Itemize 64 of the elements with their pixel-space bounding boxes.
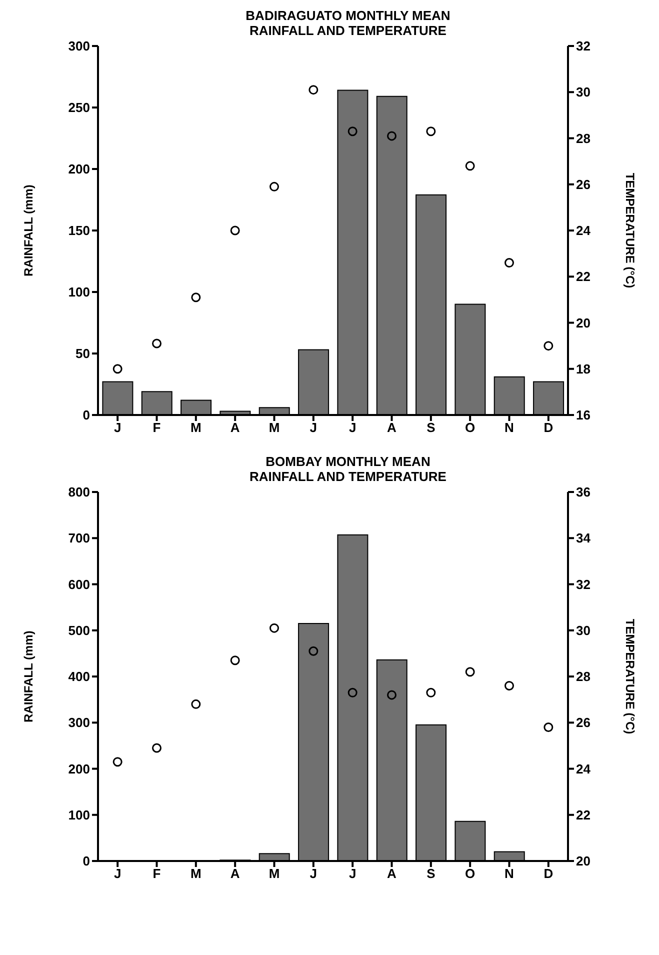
y2-tick-label: 26 [576,715,590,730]
x-tick-label: F [152,420,161,436]
x-tick-label: O [465,420,476,436]
y-tick-label: 250 [68,100,90,116]
y-tick-label: 300 [68,38,90,54]
y-tick-label: 0 [82,408,90,423]
x-tick-label: M [190,866,202,882]
y2-tick-label: 28 [576,669,590,684]
y2-tick-label: 32 [576,38,590,54]
y2-tick-label: 32 [576,576,590,592]
x-tick-label: O [465,866,476,882]
y-tick-label: 700 [68,530,90,546]
y2-tick-label: 18 [576,361,590,376]
y2-tick-label: 30 [576,84,590,100]
y2-axis-title: TEMPERATURE (°C) [622,618,637,734]
x-tick-label: F [152,866,161,882]
x-tick-label: S [426,866,436,882]
x-tick-label: J [114,866,122,882]
y-tick-label: 150 [68,223,90,238]
y-tick-label: 500 [68,622,90,638]
y2-tick-label: 22 [576,807,590,822]
x-tick-label: J [310,420,318,436]
x-tick-label: N [504,866,514,882]
y-tick-label: 100 [68,284,90,300]
y-tick-label: 800 [68,484,90,500]
x-tick-label: J [310,866,318,882]
y2-tick-label: 34 [576,530,592,546]
y-tick-label: 200 [68,761,90,776]
y2-tick-label: 20 [576,854,590,869]
x-tick-label: S [426,420,436,436]
x-tick-label: M [190,420,202,436]
x-tick-label: M [268,866,280,882]
chart-title: BOMBAY MONTHLY MEAN RAINFALL AND TEMPERATURE [248,454,448,484]
chart-title: BADIRAGUATO MONTHLY MEAN RAINFALL AND TEMPERATURE [244,8,452,38]
x-tick-label: J [348,420,356,436]
y2-axis-title: TEMPERATURE (°C) [622,172,637,288]
y2-tick-label: 28 [576,130,590,146]
y-axis-title: RAINFALL (mm) [21,184,36,276]
y2-tick-label: 26 [576,176,590,192]
y-tick-label: 50 [76,346,90,362]
y-tick-label: 0 [82,854,90,869]
x-tick-label: J [114,420,122,436]
x-tick-label: D [544,866,554,882]
y2-tick-label: 24 [576,223,592,238]
y2-tick-label: 36 [576,484,590,500]
y2-tick-label: 24 [576,761,592,776]
x-tick-label: N [504,420,514,436]
x-tick-label: A [230,420,240,436]
x-tick-label: A [387,866,398,882]
y-tick-label: 200 [68,162,90,177]
y2-tick-label: 22 [576,269,590,284]
x-tick-label: A [230,866,240,882]
y2-tick-label: 30 [576,622,590,638]
y-tick-label: 400 [68,669,90,684]
y-tick-label: 600 [68,576,90,592]
x-tick-label: A [387,420,398,436]
y-tick-label: 100 [68,807,90,822]
y-axis-title: RAINFALL (mm) [21,630,36,722]
y2-tick-label: 20 [576,315,590,330]
y-tick-label: 300 [68,715,90,730]
x-tick-label: M [268,420,280,436]
x-tick-label: J [348,866,356,882]
y2-tick-label: 16 [576,408,590,423]
x-tick-label: D [544,420,554,436]
